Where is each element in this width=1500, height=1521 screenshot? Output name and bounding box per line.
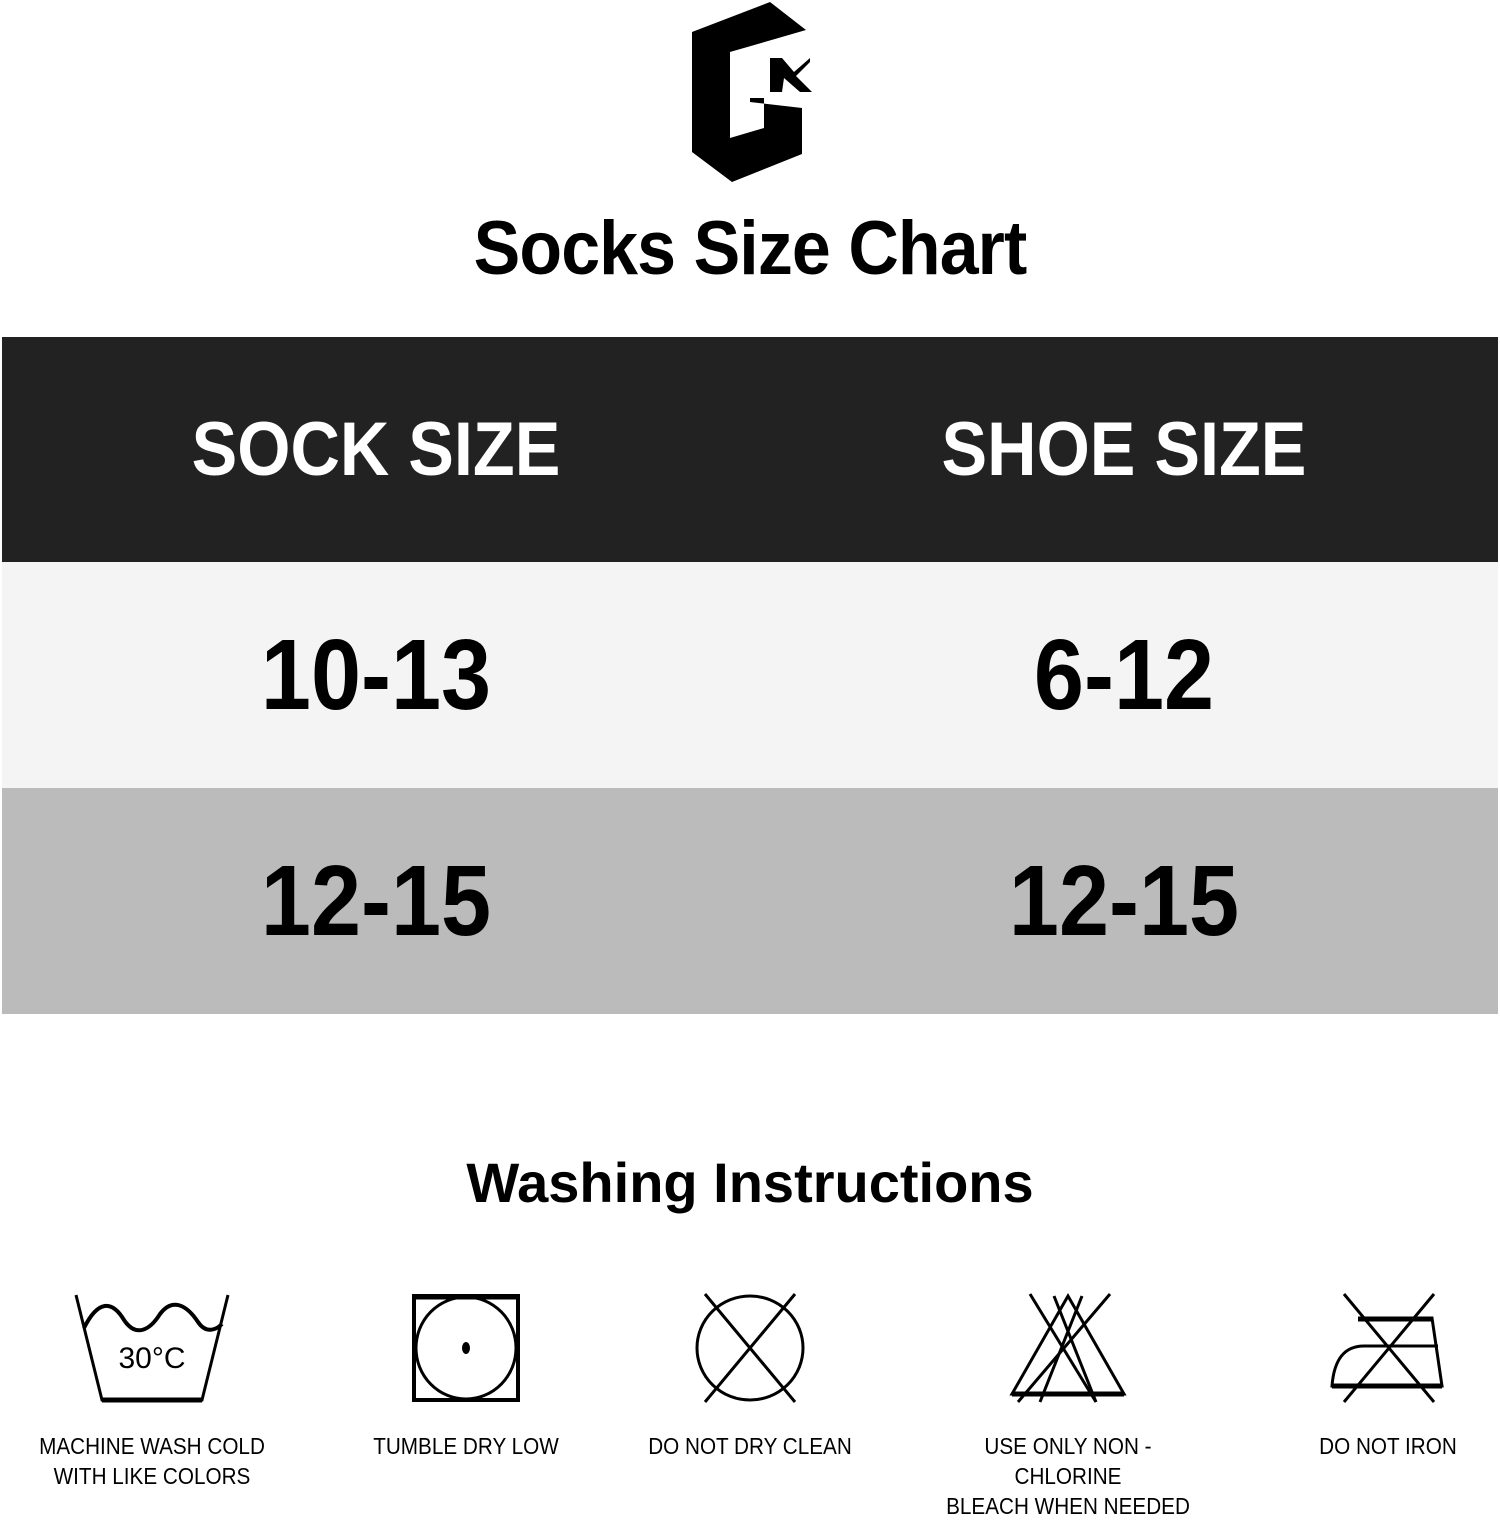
sock-size-cell: 10-13 bbox=[260, 618, 492, 731]
gk-logo bbox=[692, 2, 812, 182]
size-chart-table: SOCK SIZE SHOE SIZE 10-13 6-12 12-15 12-… bbox=[2, 337, 1498, 1014]
wash-tub-30c-icon: 30°C bbox=[74, 1294, 230, 1403]
care-label: DO NOT DRY CLEAN bbox=[648, 1433, 852, 1459]
washing-instructions: 30°C MACHINE WASH COLD WITH LIKE COLORS … bbox=[0, 1290, 1500, 1519]
page-title: Socks Size Chart bbox=[473, 206, 1028, 291]
table-row: 10-13 6-12 bbox=[2, 562, 1498, 788]
care-item-tumble-dry: TUMBLE DRY LOW bbox=[316, 1290, 616, 1461]
table-row: 12-15 12-15 bbox=[2, 788, 1498, 1014]
washing-title: Washing Instructions bbox=[466, 1151, 1034, 1214]
care-label: USE ONLY NON - CHLORINE bbox=[984, 1433, 1152, 1489]
care-item-dry-clean: DO NOT DRY CLEAN bbox=[600, 1290, 900, 1461]
tumble-dry-low-icon bbox=[412, 1294, 520, 1402]
do-not-iron-icon bbox=[1330, 1293, 1444, 1403]
care-label: DO NOT IRON bbox=[1319, 1433, 1457, 1459]
care-label: BLEACH WHEN NEEDED bbox=[946, 1493, 1190, 1519]
care-label: WITH LIKE COLORS bbox=[53, 1463, 251, 1489]
sock-size-cell: 12-15 bbox=[260, 844, 492, 957]
care-label: MACHINE WASH COLD bbox=[39, 1433, 265, 1459]
care-item-bleach: USE ONLY NON - CHLORINE BLEACH WHEN NEED… bbox=[918, 1290, 1218, 1521]
care-item-wash: 30°C MACHINE WASH COLD WITH LIKE COLORS bbox=[2, 1290, 302, 1491]
care-item-iron: DO NOT IRON bbox=[1238, 1290, 1500, 1461]
shoe-size-cell: 6-12 bbox=[1033, 618, 1215, 731]
care-label: TUMBLE DRY LOW bbox=[373, 1433, 559, 1459]
table-header-row: SOCK SIZE SHOE SIZE bbox=[2, 337, 1498, 562]
temperature-label: 30°C bbox=[118, 1342, 185, 1375]
header-sock-size: SOCK SIZE bbox=[191, 407, 561, 492]
header-shoe-size: SHOE SIZE bbox=[941, 407, 1307, 492]
shoe-size-cell: 12-15 bbox=[1008, 844, 1240, 957]
non-chlorine-bleach-icon bbox=[1009, 1292, 1127, 1403]
do-not-dry-clean-icon bbox=[695, 1293, 805, 1403]
